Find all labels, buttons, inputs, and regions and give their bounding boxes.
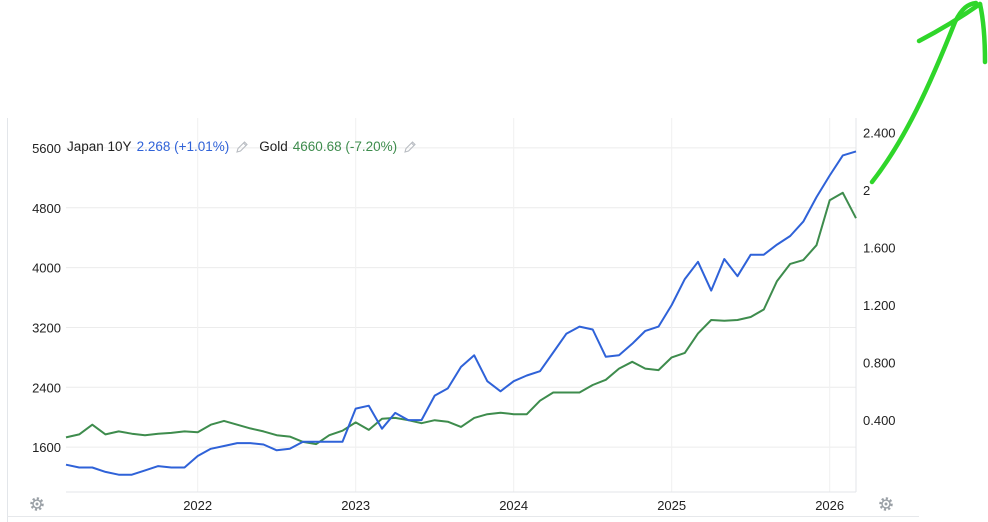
left-axis-tick-label: 5600 — [32, 141, 61, 156]
right-axis-tick-label: 1.600 — [863, 240, 896, 255]
pencil-icon[interactable] — [403, 140, 417, 154]
left-axis-tick-label: 4800 — [32, 201, 61, 216]
right-axis-tick-label: 0.400 — [863, 413, 896, 428]
left-axis-tick-label: 1600 — [32, 440, 61, 455]
gear-icon[interactable] — [28, 495, 46, 513]
x-axis-tick-label: 2022 — [183, 498, 212, 513]
left-axis-tick-label: 3200 — [32, 320, 61, 335]
legend-gold-name: Gold — [259, 139, 288, 154]
x-axis-tick-labels: 2022 2023 2024 2025 2026 — [183, 498, 844, 513]
legend-gold-value: 4660.68 (-7.20%) — [292, 139, 398, 154]
x-axis-tick-label: 2026 — [815, 498, 844, 513]
arrow-head-right — [977, 1, 988, 65]
x-axis-tick-label: 2025 — [657, 498, 686, 513]
legend-japan-10y-value: 2.268 (+1.01%) — [136, 139, 230, 154]
pencil-icon[interactable] — [235, 140, 249, 154]
right-axis-tick-label: 1.200 — [863, 298, 896, 313]
gold-line — [65, 191, 857, 446]
left-axis-tick-label: 2400 — [32, 380, 61, 395]
annotation-arrow — [869, 0, 988, 185]
right-axis-tick-label: 2 — [863, 183, 870, 198]
japan-10y-line — [65, 150, 857, 476]
right-axis-tick-labels: 2.400 2 1.600 1.200 0.800 0.400 — [863, 125, 896, 428]
plot-frame-left-border — [7, 118, 8, 522]
x-axis-tick-label: 2023 — [341, 498, 370, 513]
plot-frame-bottom-border — [7, 516, 919, 517]
gridlines — [66, 118, 857, 493]
x-axis-tick-label: 2024 — [499, 498, 528, 513]
arrow-shaft — [869, 0, 979, 185]
right-axis-tick-label: 2.400 — [863, 125, 896, 140]
legend-japan-10y-name: Japan 10Y — [67, 139, 132, 154]
gear-icon[interactable] — [877, 495, 895, 513]
chart-legend: Japan 10Y 2.268 (+1.01%) Gold 4660.68 (-… — [67, 139, 427, 154]
left-axis-tick-label: 4000 — [32, 261, 61, 276]
series-lines — [65, 150, 857, 476]
right-axis-tick-label: 0.800 — [863, 356, 896, 371]
arrow-head-left — [916, 1, 983, 44]
left-axis-tick-labels: 5600 4800 4000 3200 2400 1600 — [32, 141, 61, 455]
